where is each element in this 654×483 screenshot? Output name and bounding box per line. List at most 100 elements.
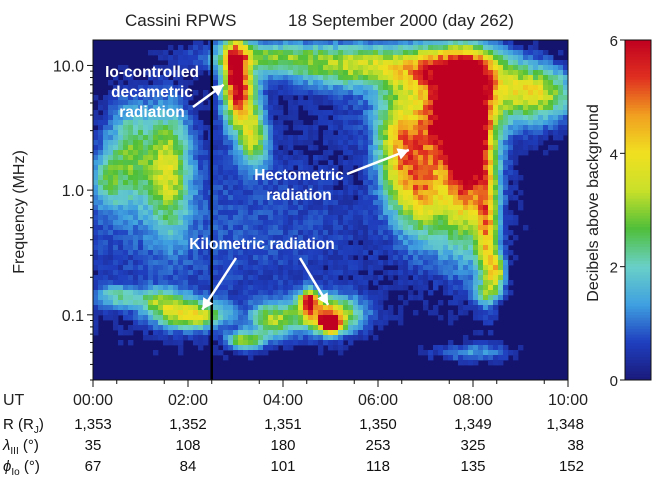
spectrogram-cell [143,300,149,306]
spectrogram-cell [123,85,129,91]
spectrogram-cell [258,305,264,311]
spectrogram-cell [368,125,374,131]
spectrogram-cell [503,165,509,171]
spectrogram-cell [293,305,299,311]
spectrogram-cell [448,85,454,91]
spectrogram-cell [148,170,154,176]
spectrogram-cell [358,300,364,306]
spectrogram-cell [123,125,129,131]
spectrogram-cell [483,175,489,181]
spectrogram-cell [343,215,349,221]
spectrogram-cell [403,130,409,136]
spectrogram-cell [428,180,434,186]
spectrogram-cell [183,160,189,166]
spectrogram-cell [348,210,354,216]
spectrogram-cell [438,240,444,246]
spectrogram-cell [263,200,269,206]
spectrogram-cell [193,280,199,286]
spectrogram-cell [408,75,414,81]
spectrogram-cell [288,305,294,311]
spectrogram-cell [323,270,329,276]
spectrogram-cell [448,200,454,206]
spectrogram-cell [173,225,179,231]
spectrogram-cell [213,215,219,221]
spectrogram-cell [173,100,179,106]
spectrogram-cell [228,260,234,266]
spectrogram-cell [243,160,249,166]
spectrogram-cell [213,310,219,316]
spectrogram-cell [253,280,259,286]
spectrogram-cell [478,265,484,271]
spectrogram-cell [278,175,284,181]
spectrogram-cell [463,215,469,221]
spectrogram-cell [323,185,329,191]
spectrogram-cell [178,200,184,206]
spectrogram-cell [173,280,179,286]
spectrogram-cell [348,195,354,201]
spectrogram-cell [388,230,394,236]
spectrogram-cell [413,260,419,266]
spectrogram-cell [228,320,234,326]
spectrogram-cell [303,280,309,286]
spectrogram-cell [328,100,334,106]
spectrogram-cell [498,160,504,166]
spectrogram-cell [373,175,379,181]
spectrogram-cell [523,135,529,141]
spectrogram-cell [153,150,159,156]
spectrogram-cell [223,95,229,101]
spectrogram-cell [433,145,439,151]
spectrogram-cell [318,165,324,171]
spectrogram-cell [553,115,559,121]
spectrogram-cell [243,130,249,136]
spectrogram-cell [203,230,209,236]
spectrogram-cell [363,185,369,191]
spectrogram-cell [138,235,144,241]
spectrogram-cell [103,215,109,221]
spectrogram-cell [333,265,339,271]
spectrogram-cell [258,115,264,121]
spectrogram-cell [458,350,464,356]
spectrogram-cell [408,95,414,101]
spectrogram-cell [528,45,534,51]
spectrogram-cell [258,160,264,166]
spectrogram-cell [323,60,329,66]
spectrogram-cell [453,200,459,206]
spectrogram-cell [138,215,144,221]
spectrogram-cell [158,310,164,316]
spectrogram-cell [393,195,399,201]
spectrogram-cell [278,305,284,311]
spectrogram-cell [453,50,459,56]
spectrogram-cell [463,290,469,296]
spectrogram-cell [373,45,379,51]
spectrogram-cell [343,185,349,191]
spectrogram-cell [283,325,289,331]
spectrogram-cell [413,135,419,141]
spectrogram-cell [273,255,279,261]
spectrogram-cell [348,335,354,341]
spectrogram-cell [513,180,519,186]
spectrogram-cell [313,295,319,301]
spectrogram-cell [283,265,289,271]
spectrogram-cell [403,220,409,226]
spectrogram-cell [438,140,444,146]
spectrogram-cell [258,70,264,76]
spectrogram-cell [463,115,469,121]
spectrogram-cell [193,340,199,346]
spectrogram-cell [133,260,139,266]
spectrogram-cell [248,150,254,156]
spectrogram-cell [243,295,249,301]
spectrogram-cell [338,160,344,166]
spectrogram-cell [263,130,269,136]
spectrogram-cell [288,175,294,181]
spectrogram-cell [388,200,394,206]
spectrogram-cell [448,195,454,201]
spectrogram-cell [293,250,299,256]
spectrogram-cell [218,255,224,261]
spectrogram-cell [363,210,369,216]
spectrogram-cell [248,205,254,211]
spectrogram-cell [473,150,479,156]
spectrogram-cell [333,75,339,81]
spectrogram-cell [258,325,264,331]
spectrogram-cell [113,100,119,106]
spectrogram-cell [278,235,284,241]
